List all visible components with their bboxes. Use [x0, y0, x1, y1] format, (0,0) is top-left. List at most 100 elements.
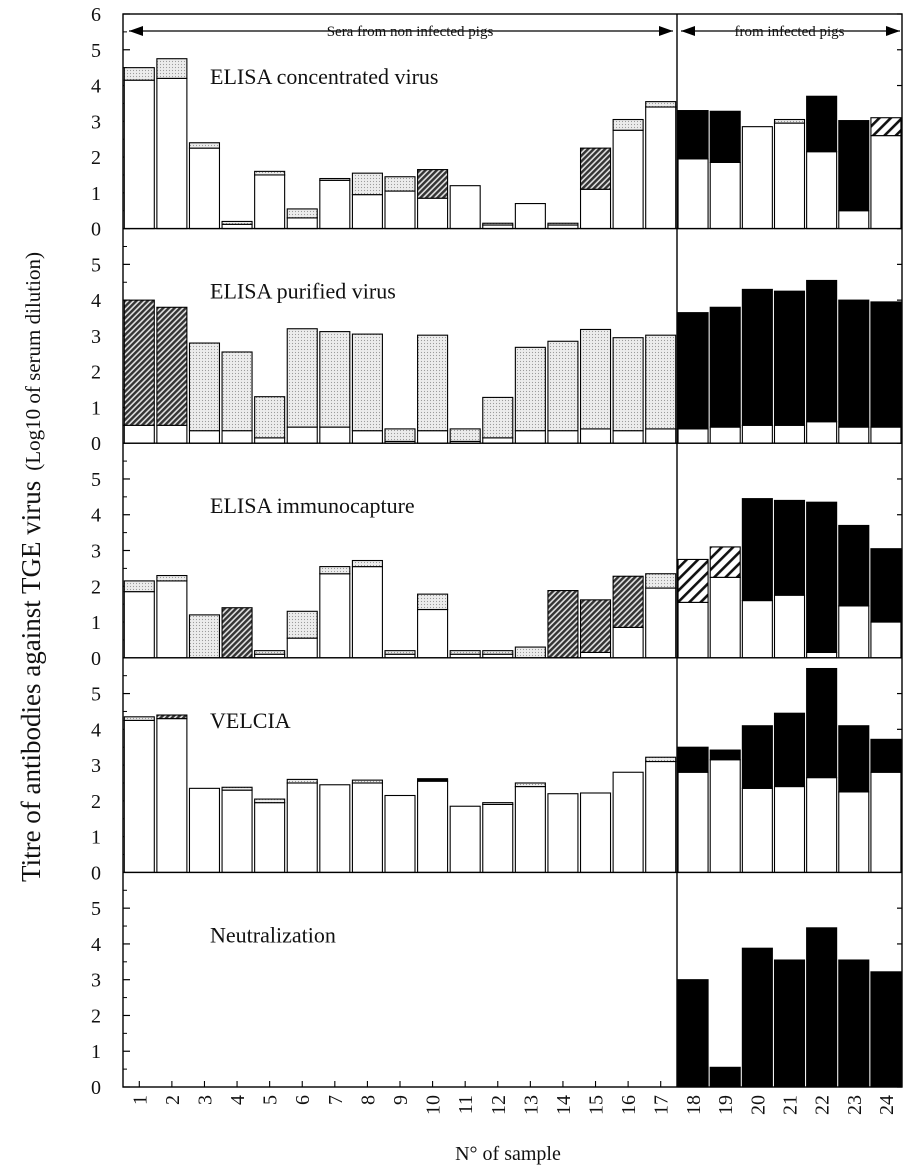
bar-segment-top [417, 593, 449, 611]
bar-sample-17 [645, 756, 677, 873]
bar-sample-2 [156, 58, 188, 230]
bar-sample-24 [870, 301, 902, 444]
x-tick-label: 19 [715, 1095, 737, 1115]
bar-segment-base [351, 782, 383, 873]
bar-sample-23 [838, 524, 870, 659]
bar-sample-13 [514, 203, 546, 230]
bar-sample-3 [188, 787, 221, 873]
bar-segment-top [384, 176, 416, 192]
panel-elisa-immunocapture: 0 1 2 3 4 5 ELISA immunocapture [91, 442, 902, 670]
y-axis-title: Titre of antibodies against TGE virus (L… [16, 252, 46, 882]
bar-segment-base [123, 79, 155, 230]
bar-segment-top [547, 222, 579, 226]
bar-segment-top [417, 169, 449, 199]
bar-sample-22 [806, 927, 838, 1088]
bar-sample-12 [482, 650, 514, 659]
y-tick-label: 2 [91, 576, 101, 598]
x-tick-label: 22 [812, 1095, 834, 1115]
bar-segment-base [677, 771, 709, 873]
arrow-head-right [659, 26, 673, 36]
bar-segment-base [417, 780, 449, 873]
bar-sample-4 [221, 786, 253, 873]
bar-segment-base [123, 424, 155, 444]
bar-segment-top [870, 301, 902, 428]
bar-sample-15 [579, 599, 612, 659]
bar-sample-8 [351, 172, 383, 230]
bar-segment-top [773, 118, 806, 124]
bar-sample-22 [806, 667, 838, 873]
bar-segment-base [254, 437, 286, 444]
bar-sample-5 [254, 396, 286, 444]
bar-sample-9 [384, 428, 416, 444]
bar-sample-14 [547, 590, 579, 659]
bar-segment-top [677, 558, 709, 603]
bar-sample-15 [579, 792, 612, 873]
bar-segment-top [547, 340, 579, 432]
bar-segment-top [838, 299, 870, 428]
bar-sample-13 [514, 782, 546, 873]
bar-segment-base [806, 421, 838, 444]
y-axis-title-main: Titre of antibodies against TGE virus [16, 481, 46, 882]
bar-segment-top [449, 428, 481, 442]
y-tick-label: 2 [91, 1005, 101, 1027]
bar-segment-base [319, 426, 351, 444]
bar-segment-base [645, 760, 677, 873]
bar-segment-top [870, 738, 902, 773]
bar-segment-top [123, 580, 155, 593]
bar-segment-top [612, 118, 644, 131]
bar-sample-22 [806, 279, 838, 444]
bar-segment-top [123, 299, 155, 426]
x-tick-label: 7 [325, 1095, 347, 1105]
bar-segment-base [482, 437, 514, 444]
bar-sample-10 [417, 593, 449, 659]
bar-segment-top [645, 756, 677, 763]
x-tick-label: 18 [683, 1095, 705, 1115]
panel-title: ELISA immunocapture [210, 493, 415, 518]
x-tick-label: 16 [618, 1095, 640, 1115]
bar-segment-top [482, 650, 514, 655]
bar-segment-base [188, 147, 221, 230]
bar-segment-top [482, 396, 514, 439]
bar-sample-19 [709, 546, 741, 659]
bar-sample-3 [188, 142, 221, 230]
bar-segment-base [514, 203, 546, 230]
bar-sample-21 [773, 712, 806, 873]
bar-sample-21 [773, 499, 806, 659]
bar-segment-base [579, 792, 612, 873]
bar-segment-base [612, 771, 644, 873]
bar-sample-6 [286, 778, 318, 873]
arrow-head-left [681, 26, 695, 36]
bar-sample-9 [384, 794, 416, 873]
bar-sample-7 [319, 784, 351, 873]
y-tick-label: 2 [91, 362, 101, 384]
bar-segment-top [838, 524, 870, 607]
bar-segment-base [449, 185, 481, 230]
y-axis-title-sub: (Log10 of serum dilution) [21, 252, 45, 471]
bar-segment-base [645, 428, 677, 444]
y-tick-label: 3 [91, 541, 101, 563]
bar-sample-16 [612, 575, 644, 659]
bar-sample-17 [645, 101, 677, 230]
bar-segment-base [579, 428, 612, 444]
bar-segment-top [806, 95, 838, 153]
bar-segment-top [319, 566, 351, 575]
bar-sample-1 [123, 67, 155, 230]
panel-elisa-concentrated-virus: 0 1 2 3 4 5 6 ELISA concentrated virus [91, 4, 902, 241]
bar-segment-top [286, 610, 318, 639]
bar-segment-base [188, 787, 221, 873]
bar-segment-base [351, 194, 383, 230]
bar-segment-top [579, 147, 612, 190]
bar-segment-base [156, 77, 188, 230]
bar-segment-base [838, 210, 870, 230]
group-label-non-infected: Sera from non infected pigs [327, 24, 494, 40]
y-tick-label: 4 [91, 76, 101, 98]
bar-sample-4 [221, 220, 253, 230]
bar-segment-base [351, 566, 383, 659]
bar-sample-10 [417, 169, 449, 230]
bar-segment-base [870, 771, 902, 873]
bar-segment-top [806, 667, 838, 779]
bar-sample-11 [449, 805, 481, 873]
bar-sample-11 [449, 428, 481, 444]
x-tick-label: 20 [747, 1095, 769, 1115]
bar-sample-2 [156, 306, 188, 444]
